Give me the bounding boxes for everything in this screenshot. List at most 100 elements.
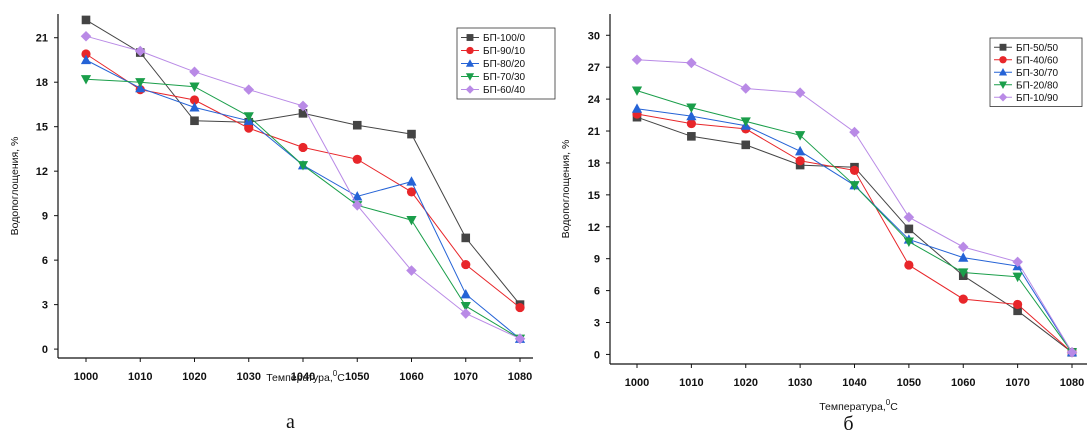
data-point <box>406 216 417 226</box>
y-tick-label: 3 <box>594 318 600 330</box>
x-tick-label: 1030 <box>788 377 812 389</box>
data-point <box>1066 346 1078 358</box>
legend-item: БП-90/10 <box>461 46 526 57</box>
y-axis-title: Водопоглощения, % <box>560 140 572 239</box>
x-tick-label: 1010 <box>679 377 703 389</box>
x-tick-label: 1060 <box>951 377 975 389</box>
y-tick-label: 21 <box>588 126 600 138</box>
x-tick-label: 1070 <box>454 371 478 383</box>
legend-marker <box>466 34 474 41</box>
data-point <box>795 156 805 166</box>
x-tick-label: 1070 <box>1005 377 1029 389</box>
x-tick-label: 1080 <box>508 371 532 383</box>
series-1 <box>632 112 1077 357</box>
data-point <box>189 66 200 78</box>
data-point <box>514 333 526 345</box>
x-tick-label: 1080 <box>1060 377 1084 389</box>
x-axis-title-text: Температура, <box>266 372 333 384</box>
data-point <box>189 102 200 112</box>
legend-marker <box>998 68 1008 76</box>
legend-item: БП-40/60 <box>994 55 1059 66</box>
data-point <box>352 191 363 201</box>
data-point <box>741 140 751 150</box>
series-line <box>636 108 1073 353</box>
data-point <box>351 199 363 211</box>
data-point <box>352 154 362 164</box>
data-point <box>298 142 308 153</box>
legend-label: БП-60/40 <box>483 85 526 96</box>
data-point <box>1013 299 1023 310</box>
y-tick-label: 0 <box>594 349 600 361</box>
y-tick-label: 3 <box>42 300 48 312</box>
data-point <box>795 131 806 141</box>
series-5 <box>631 54 1078 358</box>
series-line <box>636 113 1073 353</box>
legend-label: БП-90/10 <box>483 46 526 57</box>
legend-marker <box>465 73 475 81</box>
panel-label: а <box>286 411 295 433</box>
data-point <box>958 294 968 304</box>
data-point <box>461 233 471 243</box>
x-axis-title: Температура,0С <box>819 398 898 413</box>
data-point <box>904 224 914 234</box>
legend-marker <box>465 85 475 94</box>
legend-marker <box>998 93 1008 102</box>
chart-panel-b: 0 3 6 9 12 15 18 21 24 27 30 1000 1010 1020 1030 1040 10… <box>560 14 1087 433</box>
legend: БП-100/0 БП-90/10 БП-80/20 БП-70/30 БП-60/40 <box>456 27 556 100</box>
data-point <box>849 126 860 138</box>
data-point <box>686 118 696 129</box>
legend-item: БП-60/40 <box>461 85 526 96</box>
legend-marker <box>998 81 1008 89</box>
legend-item: БП-10/90 <box>994 93 1059 104</box>
data-point <box>407 129 416 139</box>
x-axis-title: Температура,0С <box>266 369 345 384</box>
legend-marker <box>465 59 475 67</box>
y-tick-label: 9 <box>42 211 48 223</box>
x-tick-label: 1050 <box>345 371 369 383</box>
data-point <box>244 123 254 133</box>
data-point <box>135 82 146 93</box>
y-tick-label: 6 <box>42 255 48 267</box>
x-axis-title-degree: 0 <box>886 398 891 407</box>
data-point <box>794 87 806 99</box>
data-point <box>515 302 525 313</box>
legend-item: БП-20/80 <box>994 80 1059 91</box>
data-point <box>740 117 751 127</box>
data-point <box>135 78 146 88</box>
x-tick-label: 1060 <box>399 371 423 383</box>
data-point <box>903 211 915 223</box>
data-point <box>134 45 146 57</box>
data-point <box>460 288 471 299</box>
x-tick-label: 1040 <box>842 377 866 389</box>
data-point <box>406 265 417 276</box>
data-point <box>298 109 308 118</box>
data-point <box>740 83 752 94</box>
y-tick-label: 27 <box>588 62 600 74</box>
series-line <box>636 116 1073 353</box>
y-axis-title: Водопоглощения, % <box>9 137 21 236</box>
data-point <box>1013 306 1022 316</box>
x-tick-label: 1040 <box>291 371 315 383</box>
data-point <box>957 241 969 253</box>
data-point <box>189 82 200 92</box>
data-point <box>631 103 643 113</box>
x-tick-label: 1000 <box>74 371 98 383</box>
y-tick-label: 24 <box>588 94 601 106</box>
data-point <box>958 268 969 278</box>
data-point <box>631 54 643 66</box>
x-tick-label: 1020 <box>734 377 758 389</box>
legend-item: БП-70/30 <box>461 72 526 83</box>
x-axis-title-unit: С <box>337 372 345 384</box>
x-axis-title-degree: 0 <box>333 369 338 378</box>
chart-panel-a: 0 3 6 9 12 15 18 21 1000 1010 1020 1030 1040 1050 1060… <box>9 14 556 433</box>
y-tick-label: 9 <box>594 254 600 266</box>
series-line <box>85 35 521 340</box>
legend-marker <box>999 56 1007 64</box>
data-point <box>686 103 697 113</box>
data-point <box>687 132 696 141</box>
x-tick-label: 1020 <box>182 371 206 383</box>
data-point <box>849 165 860 175</box>
legend-label: БП-20/80 <box>1016 80 1059 91</box>
data-point <box>81 49 91 59</box>
